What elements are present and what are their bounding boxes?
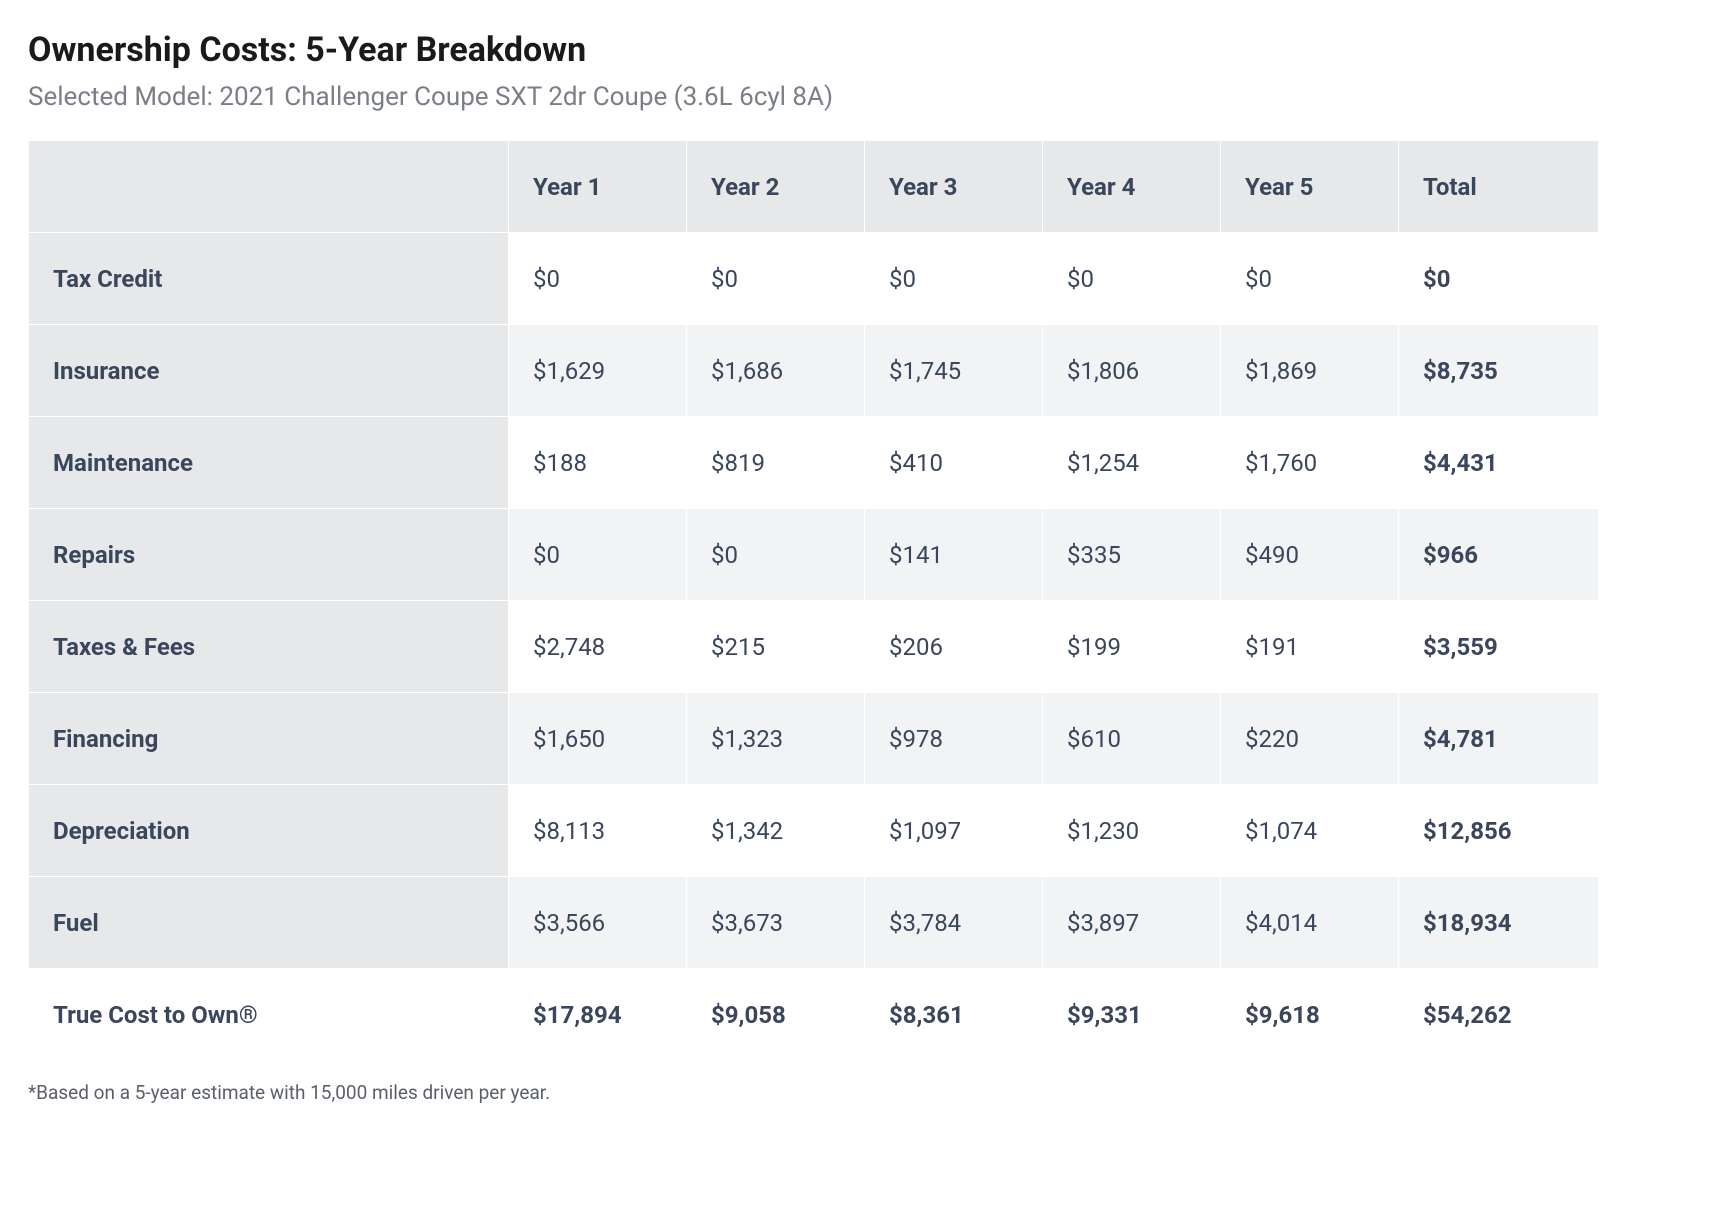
row-total: $966: [1399, 509, 1599, 601]
totals-cell: $9,058: [687, 969, 865, 1061]
cell-value: $1,342: [687, 785, 865, 877]
col-header-year3: Year 3: [865, 141, 1043, 233]
cell-value: $215: [687, 601, 865, 693]
cell-value: $1,074: [1221, 785, 1399, 877]
cell-value: $0: [509, 509, 687, 601]
col-header-year5: Year 5: [1221, 141, 1399, 233]
cell-value: $3,673: [687, 877, 865, 969]
cell-value: $3,566: [509, 877, 687, 969]
cell-value: $1,230: [1043, 785, 1221, 877]
col-header-total: Total: [1399, 141, 1599, 233]
cell-value: $2,748: [509, 601, 687, 693]
cell-value: $1,097: [865, 785, 1043, 877]
cell-value: $3,897: [1043, 877, 1221, 969]
cell-value: $0: [1221, 233, 1399, 325]
cell-value: $410: [865, 417, 1043, 509]
totals-cell: $17,894: [509, 969, 687, 1061]
table-row: Fuel$3,566$3,673$3,784$3,897$4,014$18,93…: [29, 877, 1599, 969]
cell-value: $0: [687, 233, 865, 325]
row-category: Financing: [29, 693, 509, 785]
cell-value: $610: [1043, 693, 1221, 785]
cell-value: $188: [509, 417, 687, 509]
cell-value: $1,869: [1221, 325, 1399, 417]
page-title: Ownership Costs: 5-Year Breakdown: [28, 30, 1708, 70]
ownership-costs-table: Year 1 Year 2 Year 3 Year 4 Year 5 Total…: [28, 140, 1599, 1061]
table-row: Tax Credit$0$0$0$0$0$0: [29, 233, 1599, 325]
cell-value: $0: [865, 233, 1043, 325]
cell-value: $1,745: [865, 325, 1043, 417]
table-row: Taxes & Fees$2,748$215$206$199$191$3,559: [29, 601, 1599, 693]
row-category: Taxes & Fees: [29, 601, 509, 693]
row-total: $4,431: [1399, 417, 1599, 509]
totals-cell: $9,331: [1043, 969, 1221, 1061]
row-category: Repairs: [29, 509, 509, 601]
row-total: $0: [1399, 233, 1599, 325]
cell-value: $3,784: [865, 877, 1043, 969]
cell-value: $141: [865, 509, 1043, 601]
selected-model: Selected Model: 2021 Challenger Coupe SX…: [28, 82, 1708, 112]
row-category: Maintenance: [29, 417, 509, 509]
cell-value: $1,629: [509, 325, 687, 417]
row-total: $4,781: [1399, 693, 1599, 785]
cell-value: $1,806: [1043, 325, 1221, 417]
cell-value: $1,254: [1043, 417, 1221, 509]
cell-value: $1,323: [687, 693, 865, 785]
totals-row: True Cost to Own®$17,894$9,058$8,361$9,3…: [29, 969, 1599, 1061]
grand-total: $54,262: [1399, 969, 1599, 1061]
table-row: Maintenance$188$819$410$1,254$1,760$4,43…: [29, 417, 1599, 509]
table-row: Depreciation$8,113$1,342$1,097$1,230$1,0…: [29, 785, 1599, 877]
row-category: Insurance: [29, 325, 509, 417]
table-header-row: Year 1 Year 2 Year 3 Year 4 Year 5 Total: [29, 141, 1599, 233]
cell-value: $199: [1043, 601, 1221, 693]
row-category: Depreciation: [29, 785, 509, 877]
cell-value: $335: [1043, 509, 1221, 601]
cell-value: $191: [1221, 601, 1399, 693]
totals-cell: $8,361: [865, 969, 1043, 1061]
cell-value: $1,650: [509, 693, 687, 785]
cell-value: $1,760: [1221, 417, 1399, 509]
col-header-year1: Year 1: [509, 141, 687, 233]
cell-value: $4,014: [1221, 877, 1399, 969]
cell-value: $490: [1221, 509, 1399, 601]
table-row: Insurance$1,629$1,686$1,745$1,806$1,869$…: [29, 325, 1599, 417]
cell-value: $819: [687, 417, 865, 509]
totals-row-label: True Cost to Own®: [29, 969, 509, 1061]
col-header-year4: Year 4: [1043, 141, 1221, 233]
col-header-year2: Year 2: [687, 141, 865, 233]
row-total: $12,856: [1399, 785, 1599, 877]
cell-value: $0: [687, 509, 865, 601]
cell-value: $1,686: [687, 325, 865, 417]
cell-value: $0: [1043, 233, 1221, 325]
cell-value: $206: [865, 601, 1043, 693]
cell-value: $220: [1221, 693, 1399, 785]
row-total: $8,735: [1399, 325, 1599, 417]
table-row: Financing$1,650$1,323$978$610$220$4,781: [29, 693, 1599, 785]
row-total: $3,559: [1399, 601, 1599, 693]
row-category: Fuel: [29, 877, 509, 969]
col-header-blank: [29, 141, 509, 233]
table-row: Repairs$0$0$141$335$490$966: [29, 509, 1599, 601]
footnote: *Based on a 5-year estimate with 15,000 …: [28, 1081, 1708, 1104]
totals-cell: $9,618: [1221, 969, 1399, 1061]
cell-value: $0: [509, 233, 687, 325]
row-total: $18,934: [1399, 877, 1599, 969]
cell-value: $978: [865, 693, 1043, 785]
row-category: Tax Credit: [29, 233, 509, 325]
cell-value: $8,113: [509, 785, 687, 877]
